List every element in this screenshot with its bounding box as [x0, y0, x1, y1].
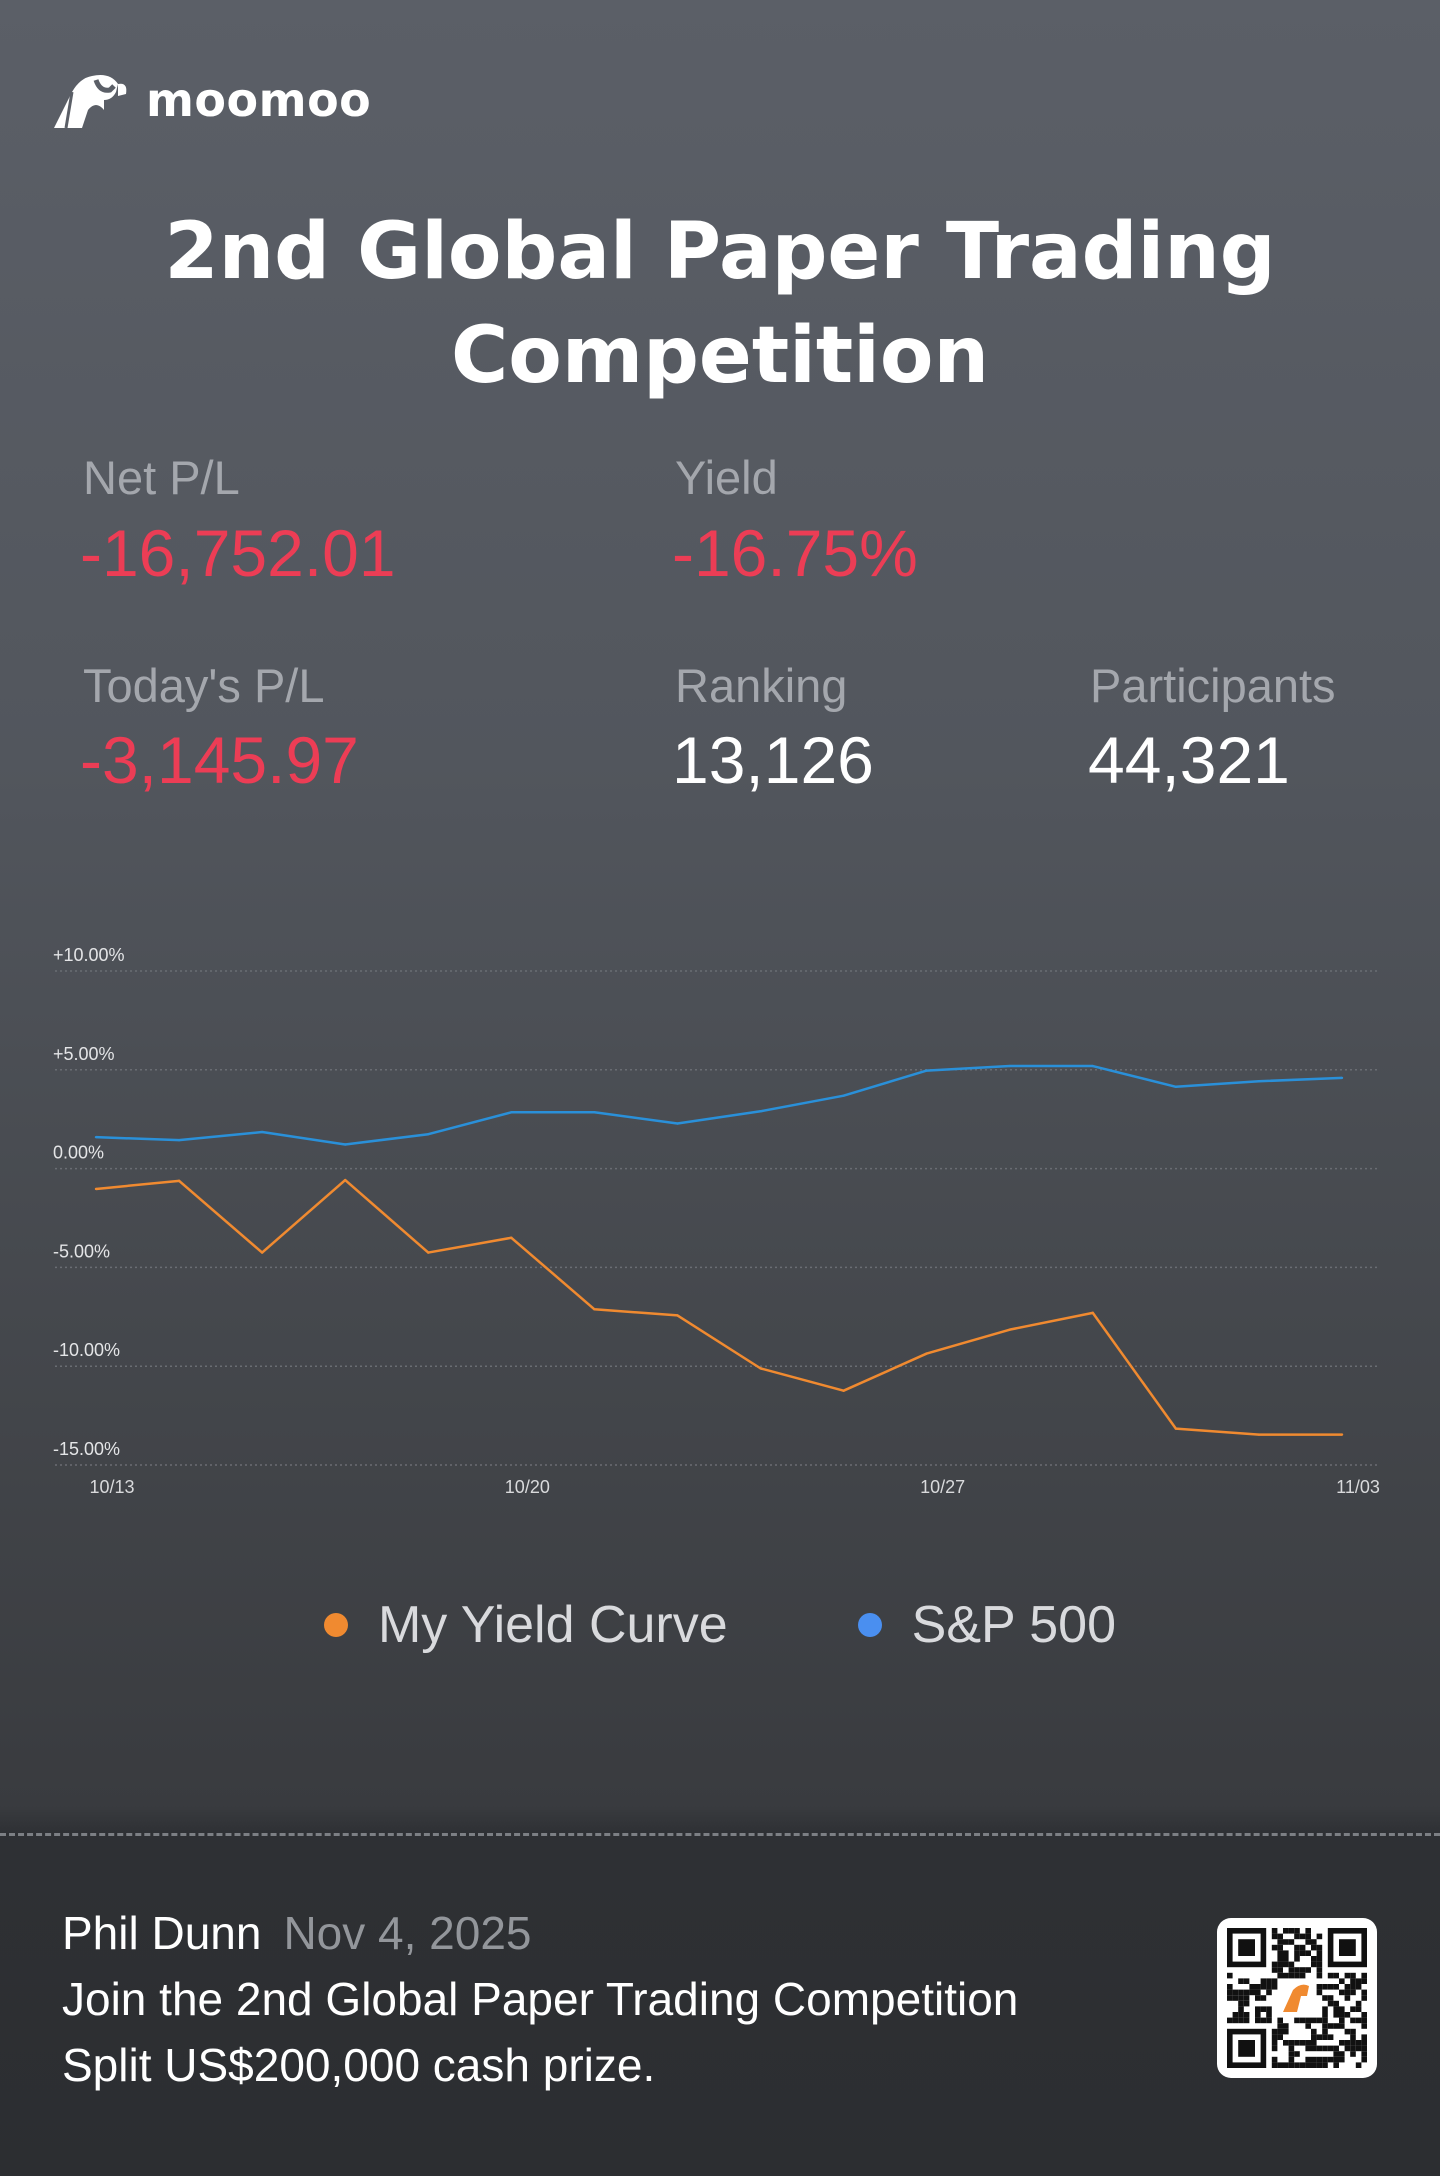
data-point [510, 1236, 513, 1239]
y-tick-label: -10.00% [53, 1340, 120, 1360]
promo-line-2: Split US$200,000 cash prize. [62, 2039, 656, 2091]
y-tick-label: +5.00% [53, 1044, 115, 1064]
data-point [1174, 1427, 1178, 1430]
data-point [1091, 1064, 1095, 1068]
y-tick-label: +10.00% [53, 945, 125, 965]
title-line-2: Competition [450, 311, 989, 401]
series-line-sp500 [95, 1064, 1343, 1146]
data-point [260, 1251, 264, 1254]
participants-value: 44,321 [1088, 723, 1290, 797]
ranking-label: Ranking [675, 659, 848, 712]
y-tick-label: -5.00% [53, 1241, 110, 1261]
data-point [593, 1308, 596, 1311]
x-tick-label: 11/03 [1336, 1477, 1380, 1497]
legend-label-my-yield: My Yield Curve [377, 1596, 728, 1654]
data-point [1174, 1085, 1178, 1088]
data-point [1091, 1311, 1095, 1315]
series-line-my-yield [95, 1178, 1342, 1436]
share-date: Nov 4, 2025 [283, 1907, 532, 1959]
title-line-1: 2nd Global Paper Trading [164, 207, 1276, 297]
data-point [427, 1251, 430, 1254]
data-point [842, 1094, 845, 1097]
participants-label: Participants [1090, 659, 1336, 712]
bull-icon [54, 75, 127, 129]
data-point [842, 1389, 845, 1392]
x-tick-label: 10/13 [89, 1477, 134, 1497]
data-point [1257, 1080, 1261, 1083]
user-name: Phil Dunn [62, 1907, 262, 1959]
footer: Phil Dunn Nov 4, 2025 Join the 2nd Global… [62, 1900, 1018, 2098]
qr-code-icon[interactable] [1217, 1918, 1377, 2078]
data-point [759, 1367, 762, 1370]
data-point [260, 1130, 264, 1134]
net-pl-value: -16,752.01 [80, 516, 396, 590]
todays-pl-label: Today's P/L [83, 659, 325, 712]
data-point [177, 1138, 181, 1142]
legend-dot-sp500 [857, 1613, 882, 1637]
data-point [1340, 1076, 1344, 1080]
yield-value: -16.75% [672, 516, 918, 590]
data-point [94, 1135, 98, 1139]
data-point [510, 1111, 513, 1114]
data-point [1340, 1433, 1344, 1436]
data-point [177, 1179, 181, 1183]
todays-pl-value: -3,145.97 [80, 723, 359, 797]
y-tick-label: 0.00% [53, 1143, 104, 1163]
moomoo-logo: moomoo [52, 70, 371, 130]
legend-item-my-yield: My Yield Curve [323, 1595, 728, 1655]
data-point [94, 1187, 98, 1191]
page-title: 2nd Global Paper Trading Competition [0, 200, 1440, 408]
data-point [676, 1314, 679, 1317]
data-point [1257, 1433, 1261, 1436]
net-pl-label: Net P/L [83, 451, 240, 504]
data-point [344, 1178, 347, 1182]
data-point [759, 1110, 762, 1113]
footer-divider [0, 1833, 1440, 1836]
ranking-value: 13,126 [672, 723, 874, 797]
data-point [344, 1143, 347, 1146]
data-point [427, 1133, 430, 1136]
chart-legend: My Yield Curve S&P 500 [0, 1595, 1440, 1655]
data-point [593, 1111, 596, 1114]
data-point [925, 1069, 928, 1072]
x-tick-label: 10/20 [505, 1477, 550, 1497]
data-point [925, 1352, 928, 1355]
data-point [1008, 1064, 1011, 1068]
x-tick-label: 10/27 [920, 1477, 965, 1497]
promo-line-1: Join the 2nd Global Paper Trading Compet… [62, 1973, 1019, 2025]
data-point [676, 1122, 679, 1125]
data-point [1008, 1328, 1011, 1331]
brand-name: moomoo [146, 73, 372, 127]
legend-item-sp500: S&P 500 [857, 1595, 1116, 1655]
y-tick-label: -15.00% [53, 1439, 120, 1459]
legend-dot-my-yield [323, 1613, 348, 1637]
legend-label-sp500: S&P 500 [911, 1596, 1116, 1654]
yield-label: Yield [675, 451, 778, 504]
yield-chart: +10.00% +5.00% 0.00% -5.00% -10.00% -15.00% 10… [53, 945, 1380, 1497]
